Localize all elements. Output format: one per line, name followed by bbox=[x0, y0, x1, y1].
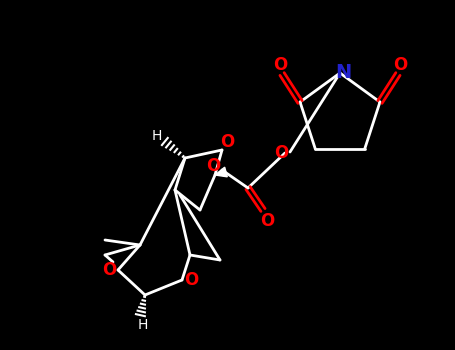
Text: O: O bbox=[184, 271, 198, 289]
Text: N: N bbox=[335, 63, 351, 83]
Text: H: H bbox=[152, 129, 162, 143]
Text: O: O bbox=[274, 144, 288, 162]
Text: O: O bbox=[206, 157, 220, 175]
Text: O: O bbox=[102, 261, 116, 279]
Text: O: O bbox=[393, 56, 407, 74]
Text: O: O bbox=[273, 56, 287, 74]
Polygon shape bbox=[215, 167, 228, 177]
Text: O: O bbox=[220, 133, 234, 151]
Text: O: O bbox=[260, 212, 274, 230]
Text: H: H bbox=[138, 318, 148, 332]
